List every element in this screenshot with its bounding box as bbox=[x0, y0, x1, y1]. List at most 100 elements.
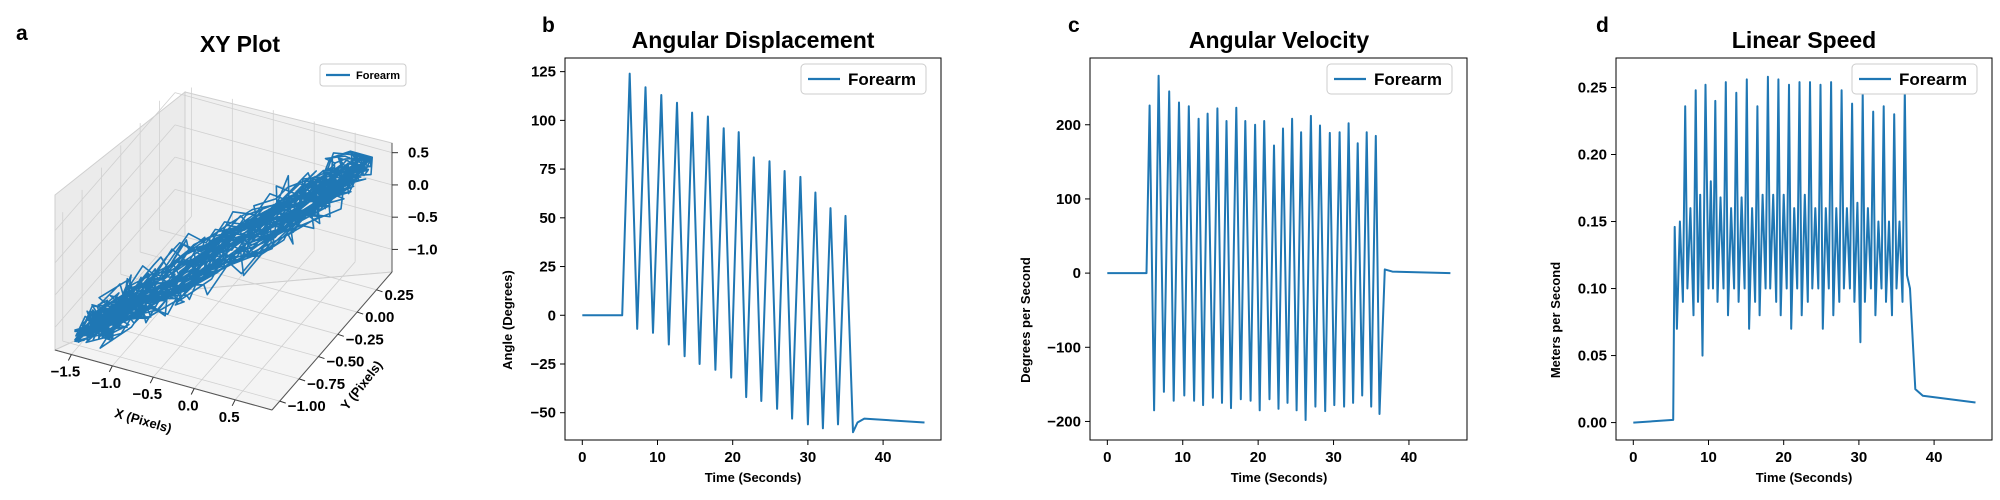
y-tick-label: 0.05 bbox=[1578, 348, 1607, 365]
z-tick-label: −0.5 bbox=[408, 209, 438, 226]
y-tick-mark bbox=[318, 356, 325, 360]
legend-box-d bbox=[1851, 63, 1978, 95]
legend-label-d: Forearm bbox=[1899, 70, 1967, 89]
x-tick-label: 40 bbox=[875, 449, 892, 466]
panel-b: b Angular Displacement Angle (Degrees) T… bbox=[500, 14, 942, 485]
axis-ticks-3d: −1.5 −1.0 −0.5 0.0 0.5 −1.00 −0.75 −0.50 −0.25 0.… bbox=[51, 145, 438, 426]
x-axis-line-a bbox=[54, 349, 273, 411]
chart-title-a: XY Plot bbox=[200, 31, 280, 57]
panel-a: a XY Plot −1.5 −1.0 −0.5 0.0 0.5 −1.00 −0.75 −0… bbox=[16, 22, 438, 436]
y-tick-label: 100 bbox=[531, 112, 556, 129]
x-tick-label: 10 bbox=[649, 449, 666, 466]
plot-frame bbox=[564, 57, 942, 441]
x-tick-label: −1.5 bbox=[51, 364, 81, 381]
legend-label-b: Forearm bbox=[848, 70, 916, 89]
gridline bbox=[234, 261, 356, 401]
gridline bbox=[54, 92, 176, 231]
forearm-3d-trace bbox=[74, 150, 374, 349]
y-tick-label: 25 bbox=[539, 259, 556, 276]
y-axis-label-d: Meters per Second bbox=[1548, 262, 1563, 378]
x-tick-label: 20 bbox=[1775, 449, 1792, 466]
x-tick-label: 30 bbox=[1851, 449, 1868, 466]
y-axis-label-b: Angle (Degrees) bbox=[500, 270, 515, 370]
x-tick-label: −1.0 bbox=[92, 375, 122, 392]
x-tick-label: 20 bbox=[1250, 449, 1267, 466]
panel-label-c: c bbox=[1068, 14, 1080, 37]
chart-title-b: Angular Displacement bbox=[632, 27, 875, 53]
x-tick-label: 0.0 bbox=[178, 397, 199, 414]
y-tick-label: 0.10 bbox=[1578, 281, 1607, 298]
y-tick-label: −100 bbox=[1047, 339, 1081, 356]
gridline bbox=[54, 189, 176, 328]
y-tick-label: 0.15 bbox=[1578, 214, 1607, 231]
y-tick-label: −0.75 bbox=[307, 376, 345, 393]
legend-c: Forearm bbox=[1326, 63, 1453, 95]
x-tick-label: 0.5 bbox=[219, 409, 240, 426]
y-tick-label: 100 bbox=[1056, 191, 1081, 208]
y-tick-mark bbox=[376, 289, 383, 293]
y-tick-label: −0.25 bbox=[346, 331, 384, 348]
z-tick-label: 0.5 bbox=[408, 145, 429, 162]
panel-label-b: b bbox=[542, 14, 555, 37]
panel-label-a: a bbox=[16, 22, 28, 45]
y-tick-label: 0.25 bbox=[385, 287, 414, 304]
legend-a: Forearm bbox=[319, 63, 407, 87]
gridline bbox=[193, 250, 315, 389]
y-tick-label: 50 bbox=[539, 210, 556, 227]
legend-box-b bbox=[800, 63, 927, 95]
z-tick-label: −1.0 bbox=[408, 241, 438, 258]
y-tick-label: 200 bbox=[1056, 117, 1081, 134]
x-axis-label-b: Time (Seconds) bbox=[705, 470, 802, 485]
x-tick-label: 20 bbox=[724, 449, 741, 466]
gridline bbox=[159, 229, 377, 291]
legend-d: Forearm bbox=[1851, 63, 1978, 95]
x-axis-label-d: Time (Seconds) bbox=[1756, 470, 1853, 485]
y-tick-mark bbox=[279, 400, 286, 404]
panel-label-d: d bbox=[1596, 14, 1609, 37]
y-tick-label: −200 bbox=[1047, 413, 1081, 430]
panel-d: d Linear Speed Meters per Second Time (S… bbox=[1548, 14, 1993, 485]
y-tick-mark bbox=[298, 378, 306, 382]
x-tick-label: 0 bbox=[1629, 449, 1637, 466]
series-line-forearm bbox=[582, 72, 925, 434]
plot-frame bbox=[1615, 57, 1993, 441]
y-tick-label: −1.00 bbox=[288, 398, 326, 415]
y-tick-label: 75 bbox=[539, 161, 556, 178]
panel-c: c Angular Velocity Degrees per Second Ti… bbox=[1018, 14, 1468, 485]
series-line-forearm-3d bbox=[74, 150, 374, 349]
x-tick-mark bbox=[190, 388, 195, 395]
y-tick-label: −0.50 bbox=[326, 354, 364, 371]
y-tick-mark bbox=[337, 333, 344, 337]
x-tick-label: 30 bbox=[800, 449, 817, 466]
x-tick-label: 30 bbox=[1325, 449, 1342, 466]
chart-title-d: Linear Speed bbox=[1732, 27, 1876, 53]
x-tick-mark bbox=[149, 376, 154, 384]
gridline bbox=[54, 124, 176, 264]
z-tick-label: 0.0 bbox=[408, 177, 429, 194]
x-tick-mark bbox=[67, 354, 72, 361]
gridline bbox=[174, 92, 393, 154]
x-tick-label: 10 bbox=[1174, 449, 1191, 466]
x-axis-label-c: Time (Seconds) bbox=[1231, 470, 1328, 485]
y-tick-label: 0 bbox=[1073, 265, 1081, 282]
x-axis-label-a: X (Pixels) bbox=[113, 405, 173, 436]
gridline bbox=[54, 156, 176, 296]
chart-title-c: Angular Velocity bbox=[1189, 27, 1369, 53]
y-axis-label-c: Degrees per Second bbox=[1018, 257, 1033, 383]
y-tick-label: −50 bbox=[531, 405, 556, 422]
legend-label-c: Forearm bbox=[1374, 70, 1442, 89]
gridline bbox=[62, 340, 280, 402]
x-tick-label: 40 bbox=[1401, 449, 1418, 466]
legend-b: Forearm bbox=[800, 63, 927, 95]
series-line-forearm bbox=[1633, 75, 1976, 424]
gridline bbox=[81, 318, 300, 380]
x-tick-label: 0 bbox=[578, 449, 586, 466]
x-tick-label: −0.5 bbox=[132, 386, 162, 403]
legend-label-a: Forearm bbox=[356, 70, 400, 82]
series-line-forearm bbox=[1107, 74, 1451, 421]
gridline bbox=[152, 238, 274, 378]
x-tick-mark bbox=[231, 399, 236, 407]
plot-area-b: 0 10 20 30 40 −50 −25 0 25 50 75 100 125 bbox=[531, 57, 942, 466]
x-tick-label: 40 bbox=[1926, 449, 1943, 466]
